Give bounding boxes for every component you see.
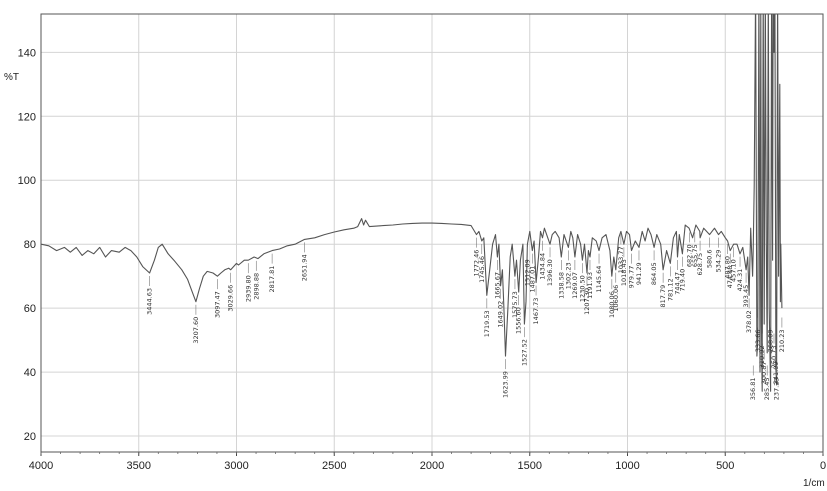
peak-label: 1467.73 <box>532 298 540 325</box>
peak-label: 1033.77 <box>617 246 625 273</box>
y-axis-ticks: 20 40 60 80 100 120 140 <box>18 47 36 443</box>
x-tick-label: 1500 <box>518 460 542 472</box>
peak-label: 628.75 <box>696 253 704 276</box>
peak-label: 1719.53 <box>483 310 491 337</box>
peak-label: 1060.06 <box>612 285 620 312</box>
spectrum-series <box>41 14 783 392</box>
peak-label: 1080.06 <box>608 291 616 318</box>
peak-label: 3444.63 <box>146 288 154 315</box>
peak-label: 285.45 <box>763 377 771 400</box>
peak-label: 1512.09 <box>523 259 531 286</box>
peak-label: 744.47 <box>673 272 681 295</box>
peak-label: 310.92 <box>758 346 766 369</box>
peak-label: 1230.50 <box>578 275 586 302</box>
y-tick-label: 60 <box>24 303 36 315</box>
peak-label: 1665.67 <box>493 272 501 299</box>
peak-label: 1575.73 <box>511 291 519 318</box>
peak-label: 1338.58 <box>557 272 565 299</box>
x-tick-label: 1000 <box>615 460 639 472</box>
x-tick-label: 3500 <box>127 460 151 472</box>
peak-label: 3029.66 <box>227 285 235 312</box>
peak-label: 1269.07 <box>571 272 579 299</box>
peak-label: 817.79 <box>659 285 667 308</box>
y-tick-label: 20 <box>24 431 36 443</box>
peak-label: 864.05 <box>650 262 658 285</box>
peak-label: 3207.60 <box>192 317 200 344</box>
y-tick-label: 140 <box>18 47 36 59</box>
peak-label: 474.48 <box>726 266 734 289</box>
peak-label: 580.6 <box>705 249 713 268</box>
x-tick-label: 2000 <box>420 460 444 472</box>
peak-label: 3097.47 <box>213 291 221 318</box>
peak-label: 1145.64 <box>595 266 603 293</box>
peak-label: 2898.88 <box>252 273 260 300</box>
peak-label: 2651.94 <box>301 254 309 281</box>
peak-label: 356.81 <box>749 377 757 400</box>
peak-label: 210.23 <box>778 330 786 353</box>
peak-label: 250.73 <box>770 346 778 369</box>
peak-label: 333.66 <box>754 330 762 353</box>
peak-label: 1396.30 <box>546 259 554 286</box>
peak-label: 979.77 <box>627 266 635 289</box>
x-tick-label: 0 <box>820 460 826 472</box>
spectrum-line <box>41 14 783 392</box>
peak-label: 268.09 <box>767 330 775 353</box>
x-tick-label: 500 <box>716 460 734 472</box>
peak-label: 487.80 <box>724 256 732 279</box>
peak-label: 941.29 <box>635 262 643 285</box>
peak-label: 1018.43 <box>620 259 628 286</box>
peak-label: 457.10 <box>730 259 738 282</box>
peak-label: 1527.52 <box>520 339 528 366</box>
peak-label: 1745.46 <box>478 256 486 283</box>
peak-label: 2939.80 <box>244 275 252 302</box>
y-tick-label: 100 <box>18 175 36 187</box>
peak-label: 1556.60 <box>515 307 523 334</box>
y-tick-label: 80 <box>24 239 36 251</box>
peak-label: 393.45 <box>742 285 750 308</box>
peak-label: 1207.30 <box>583 288 591 315</box>
peak-label: 237.23 <box>773 377 781 400</box>
x-axis-label: 1/cm <box>803 478 825 489</box>
peak-label: 719.40 <box>678 269 686 292</box>
y-axis-label: %T <box>4 72 19 83</box>
x-axis-ticks: 4000 3500 3000 2500 2000 1500 1000 500 0 <box>29 452 826 472</box>
peak-label: 1772.46 <box>472 250 480 277</box>
y-tick-label: 40 <box>24 367 36 379</box>
x-tick-label: 3000 <box>224 460 248 472</box>
peak-labels: 3444.63 3207.60 3097.47 3029.66 2939.80 2898.… <box>146 232 786 400</box>
peak-label: 781.12 <box>666 278 674 301</box>
y-tick-label: 120 <box>18 111 36 123</box>
peak-label: 2817.81 <box>268 266 276 293</box>
peak-label: 1487.01 <box>528 266 536 293</box>
x-tick-label: 2500 <box>322 460 346 472</box>
peak-label: 300.87 <box>760 361 768 384</box>
peak-label: 1191.93 <box>586 272 594 299</box>
grid-lines <box>40 14 824 452</box>
peak-label: 534.29 <box>715 250 723 273</box>
peak-label: 655.75 <box>691 244 699 267</box>
x-tick-label: 4000 <box>29 460 53 472</box>
peak-label: 1302.23 <box>564 262 572 289</box>
peak-label: 1623.99 <box>502 371 510 398</box>
peak-label: 424.31 <box>736 269 744 292</box>
peak-label: 241.09 <box>772 361 780 384</box>
peak-label: 378.02 <box>745 310 753 333</box>
peak-label: 1649.02 <box>497 301 505 328</box>
peak-label: 1434.84 <box>538 253 546 280</box>
peak-label: 682.70 <box>686 244 694 267</box>
